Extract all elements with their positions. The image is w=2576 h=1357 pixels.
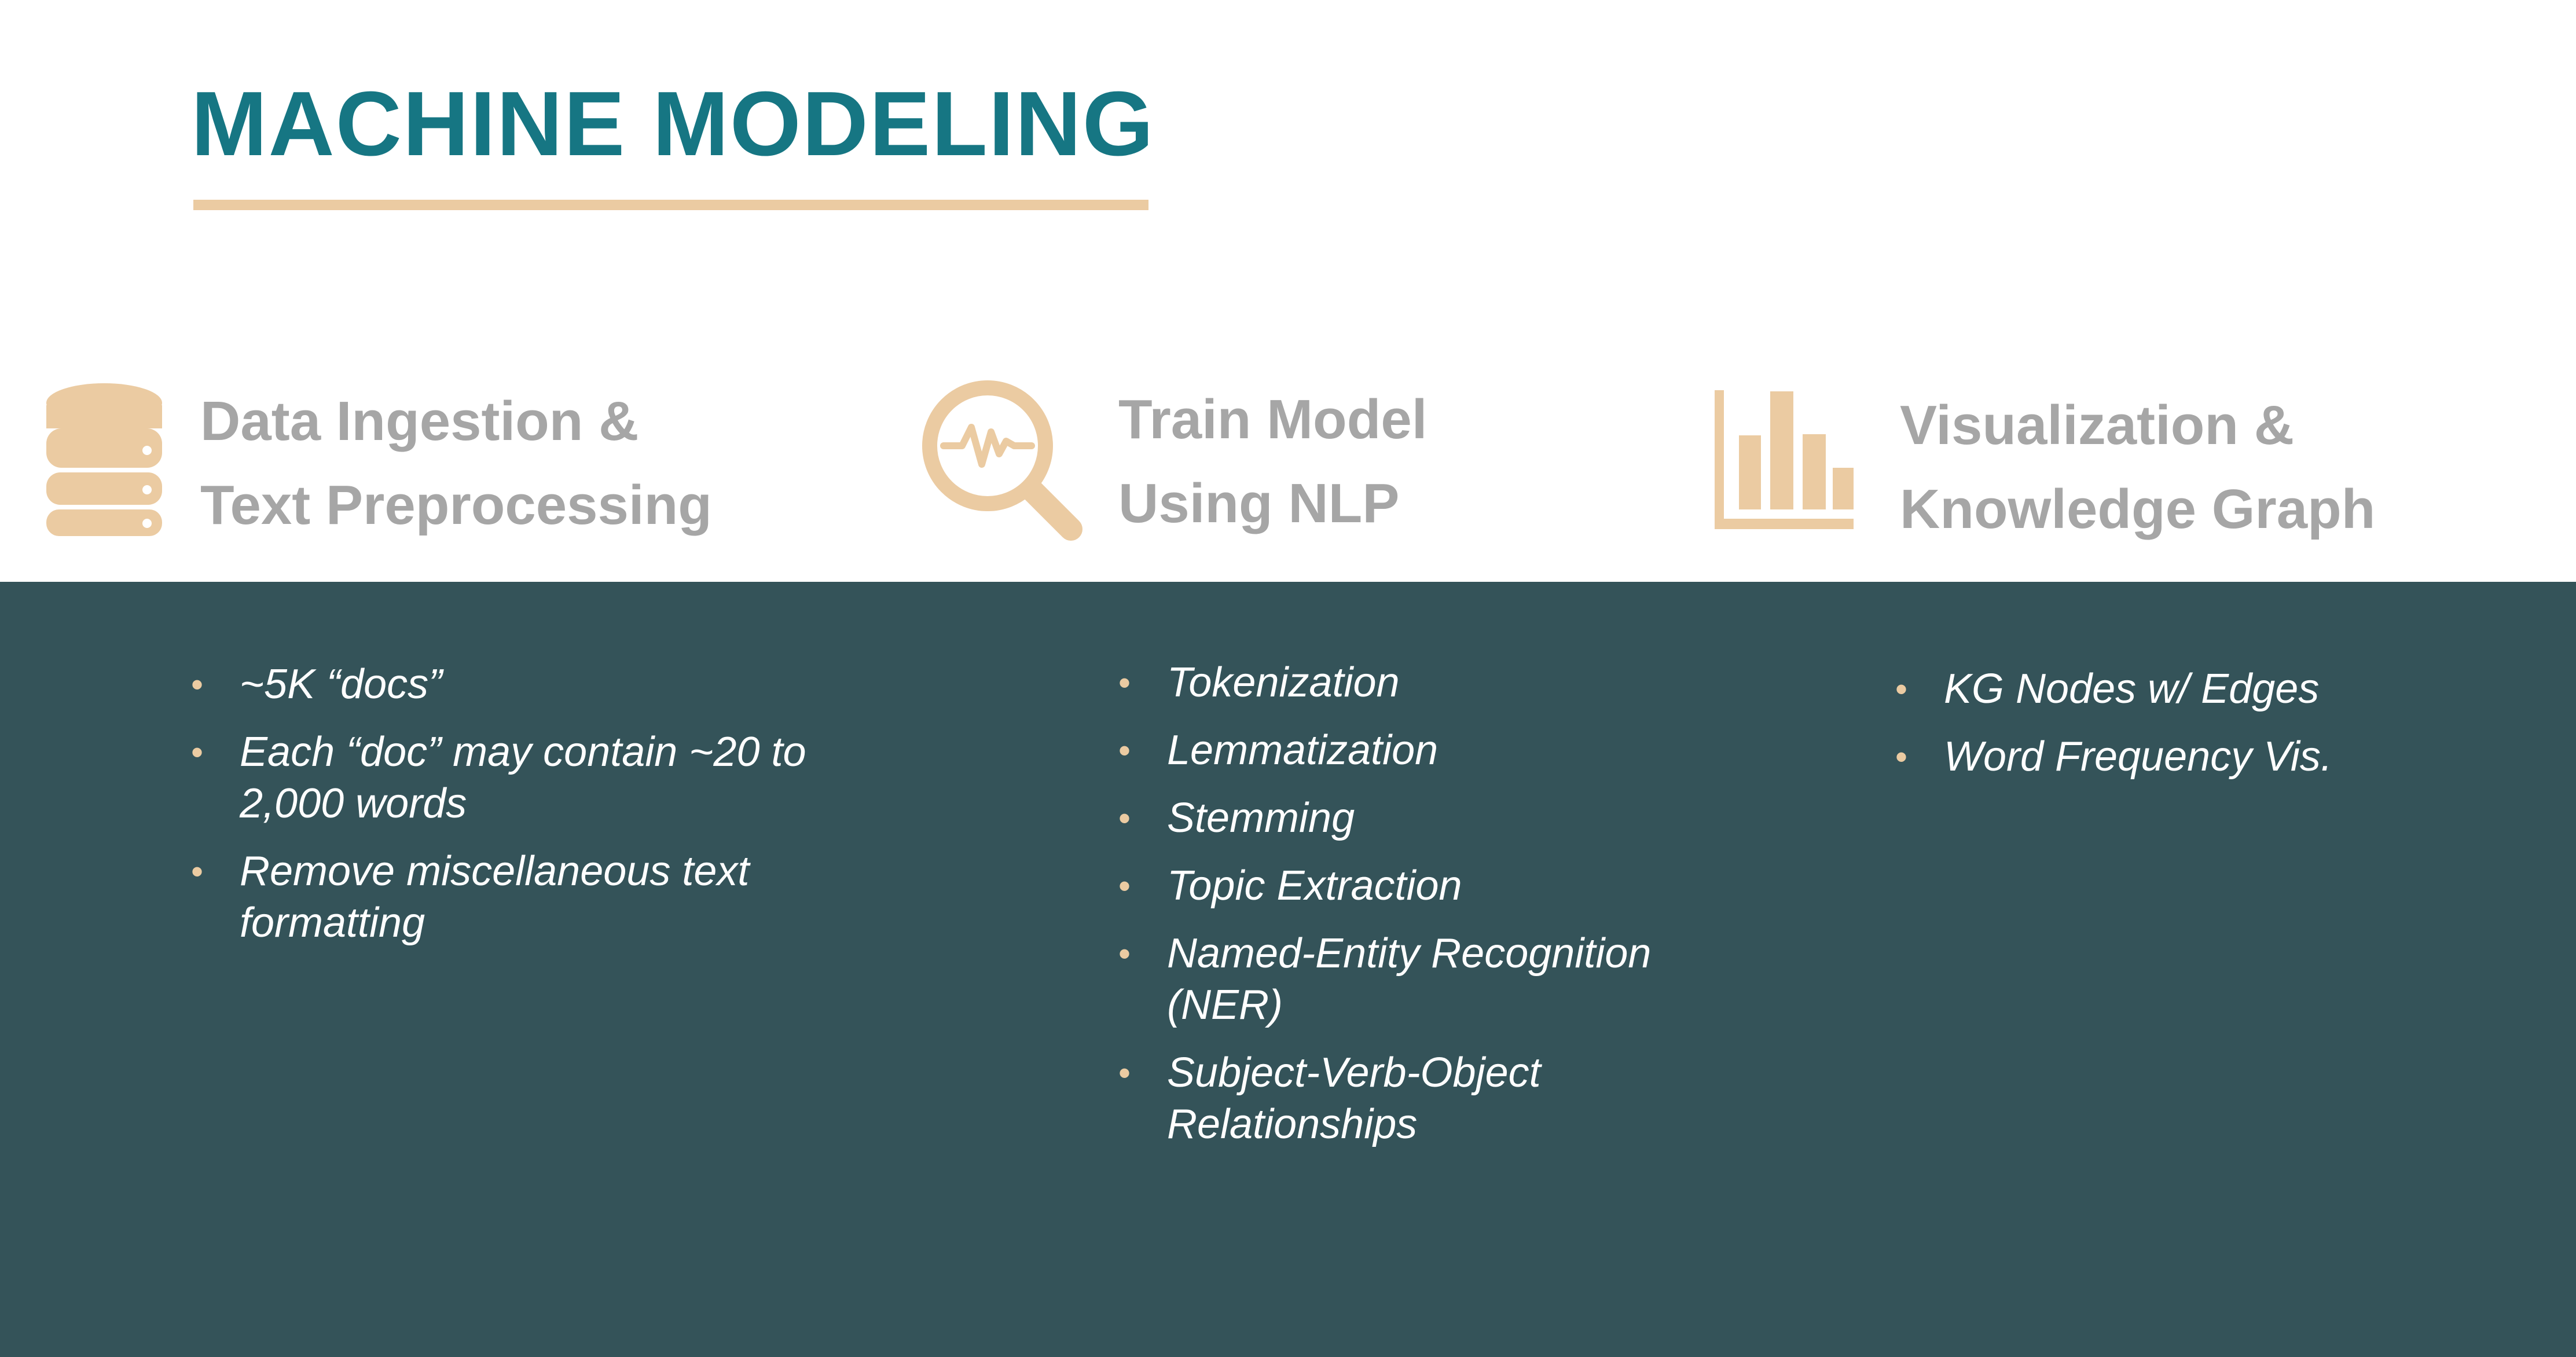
column-title-visualization: Visualization & Knowledge Graph: [1900, 383, 2375, 551]
list-item: Topic Extraction: [1118, 860, 1767, 912]
list-item: KG Nodes w/ Edges: [1895, 663, 2544, 715]
column-title-line: Knowledge Graph: [1900, 467, 2375, 551]
column-title-ingestion: Data Ingestion & Text Preprocessing: [200, 379, 712, 547]
column-title-line: Visualization &: [1900, 383, 2375, 467]
magnifier-pulse-icon: [919, 377, 1082, 541]
column-title-line: Using NLP: [1118, 461, 1427, 545]
slide-title: MACHINE MODELING: [191, 78, 1155, 170]
list-item: ~5K “docs”: [191, 659, 839, 710]
list-item: Named-Entity Recognition (NER): [1118, 928, 1767, 1031]
database-icon: [45, 382, 163, 537]
list-item: Stemming: [1118, 793, 1767, 844]
bullet-list-train: Tokenization Lemmatization Stemming Topi…: [1118, 657, 1767, 1167]
bar-chart-icon: [1715, 390, 1854, 529]
list-item: Tokenization: [1118, 657, 1767, 709]
column-title-line: Text Preprocessing: [200, 463, 712, 547]
bullet-list-visualization: KG Nodes w/ Edges Word Frequency Vis.: [1895, 663, 2544, 799]
title-underline: [193, 200, 1148, 210]
column-title-train: Train Model Using NLP: [1118, 377, 1427, 545]
list-item: Word Frequency Vis.: [1895, 731, 2544, 783]
list-item: Lemmatization: [1118, 725, 1767, 776]
bullet-list-ingestion: ~5K “docs” Each “doc” may contain ~20 to…: [191, 659, 839, 965]
list-item: Subject-Verb-Object Relationships: [1118, 1047, 1767, 1150]
list-item: Each “doc” may contain ~20 to 2,000 word…: [191, 727, 839, 830]
list-item: Remove miscellaneous text formatting: [191, 846, 839, 949]
column-title-line: Data Ingestion &: [200, 379, 712, 463]
column-title-line: Train Model: [1118, 377, 1427, 461]
